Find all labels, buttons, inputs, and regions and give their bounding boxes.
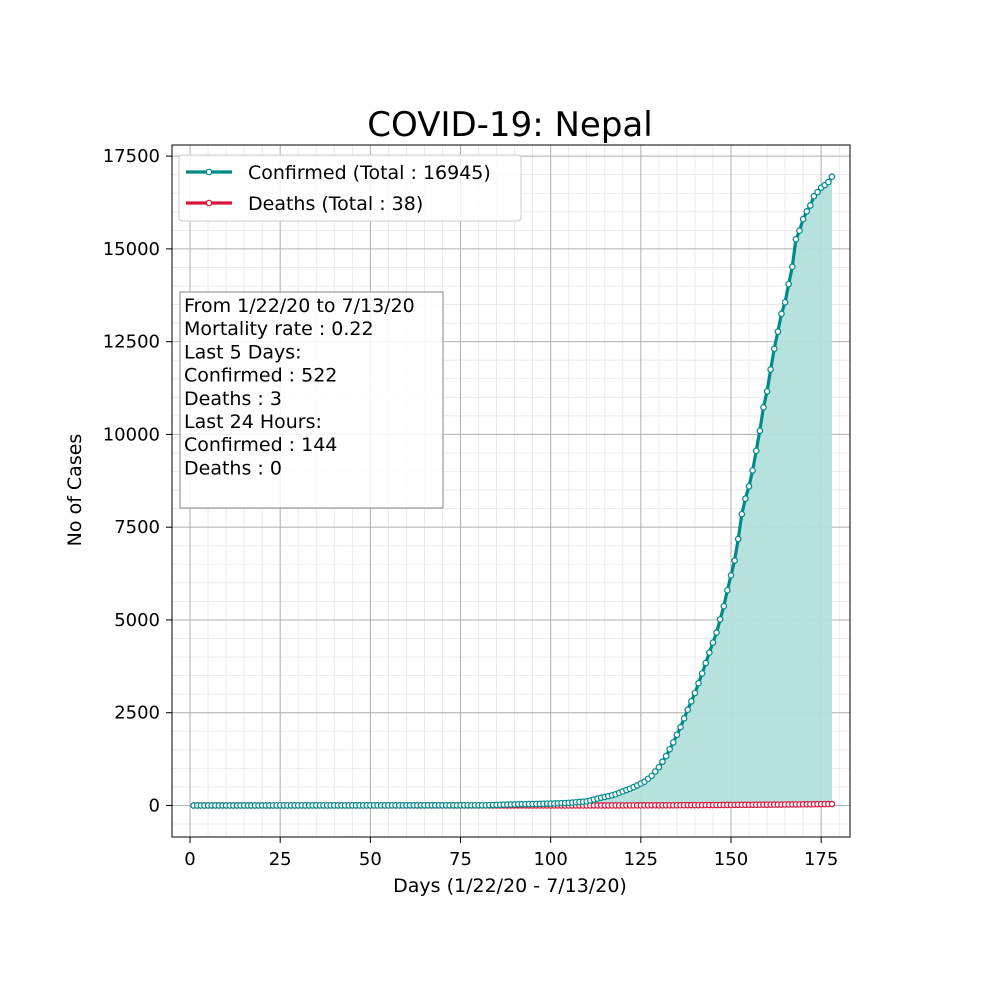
confirmed-data-point (669, 739, 677, 746)
y-tick-label: 2500 (114, 703, 160, 724)
confirmed-data-point (756, 427, 764, 435)
y-tick-label: 12500 (103, 332, 160, 353)
confirmed-data-point (792, 235, 800, 243)
confirmed-data-point (673, 731, 681, 739)
confirmed-data-point (828, 173, 836, 181)
confirmed-data-point (807, 202, 814, 209)
confirmed-data-point (695, 679, 702, 687)
y-tick-label: 7500 (114, 517, 160, 538)
x-axis-label: Days (1/22/20 - 7/13/20) (393, 875, 627, 897)
ticks: 0 25 50 75 100 125 150 175 0 2500 5000 7500 10000 125… (103, 146, 839, 870)
confirmed-data-point (825, 178, 832, 186)
confirmed-data-point (781, 299, 789, 306)
x-tick-label: 100 (533, 849, 567, 870)
confirmed-data-point (763, 388, 771, 395)
confirmed-data-point (734, 535, 742, 543)
confirmed-data-point (648, 772, 655, 780)
legend-box (178, 154, 522, 222)
confirmed-markers (190, 173, 836, 809)
confirmed-legend-marker (205, 168, 213, 176)
confirmed-data-point (778, 310, 785, 318)
info-line: Confirmed : 144 (184, 434, 337, 456)
info-line: Last 24 Hours: (184, 411, 322, 433)
chart-title: COVID-19: Nepal (367, 105, 652, 145)
confirmed-data-point (774, 328, 782, 335)
y-tick-label: 15000 (103, 239, 160, 260)
info-line: Confirmed : 522 (184, 365, 337, 387)
confirmed-data-point (810, 192, 818, 200)
confirmed-data-point (691, 689, 699, 697)
confirmed-data-point (713, 629, 720, 636)
y-tick-label: 10000 (103, 424, 160, 445)
confirmed-data-point (709, 639, 717, 646)
confirmed-data-point (677, 723, 684, 731)
info-line: Deaths : 0 (184, 457, 282, 479)
confirmed-data-point (745, 483, 753, 490)
confirmed-data-point (666, 745, 673, 753)
confirmed-data-point (662, 752, 670, 760)
confirmed-data-point (785, 280, 792, 288)
confirmed-data-point (788, 263, 796, 271)
info-line: Mortality rate : 0.22 (184, 318, 374, 340)
confirmed-data-point (796, 227, 803, 235)
plot-border (171, 144, 851, 838)
confirmed-data-point (814, 188, 821, 196)
confirmed-data-point (727, 572, 735, 579)
deaths-legend-marker (205, 199, 213, 207)
info-line: Deaths : 3 (184, 388, 282, 410)
x-tick-label: 25 (269, 849, 292, 870)
confirmed-data-point (659, 758, 666, 765)
x-tick-label: 75 (449, 849, 472, 870)
x-tick-label: 150 (714, 849, 748, 870)
confirmed-data-point (767, 366, 774, 373)
info-box (179, 291, 444, 509)
confirmed-data-point (706, 649, 713, 656)
confirmed-data-point (724, 586, 731, 594)
confirmed-data-point (680, 715, 688, 722)
legend: Confirmed (Total : 16945) Deaths (Total :… (178, 154, 522, 222)
confirmed-data-point (731, 557, 738, 564)
confirmed-data-point (760, 404, 767, 411)
deaths-data-point (828, 800, 836, 808)
x-tick-label: 125 (624, 849, 658, 870)
info-line: Last 5 Days: (184, 341, 302, 363)
confirmed-data-point (752, 447, 760, 455)
y-axis-label: No of Cases (64, 434, 86, 547)
confirmed-data-point (742, 495, 749, 502)
confirmed-area-fill (193, 176, 832, 806)
confirmed-data-point (803, 208, 811, 215)
confirmed-data-point (698, 670, 706, 677)
confirmed-data-point (688, 698, 695, 705)
confirmed-data-point (720, 602, 728, 610)
confirmed-data-point (738, 510, 746, 518)
confirmed-data-point (770, 345, 778, 353)
confirmed-data-point (799, 215, 807, 223)
x-tick-label: 50 (359, 849, 382, 870)
confirmed-data-point (716, 616, 724, 623)
confirmed-data-point (702, 659, 710, 667)
x-tick-label: 0 (184, 849, 195, 870)
confirmed-legend-label: Confirmed (Total : 16945) (248, 162, 491, 184)
confirmed-data-point (749, 467, 756, 474)
y-tick-label: 17500 (103, 146, 160, 167)
y-tick-label: 5000 (114, 610, 160, 631)
deaths-legend-label: Deaths (Total : 38) (248, 193, 423, 215)
plot-area: 0 25 50 75 100 125 150 175 0 2500 5000 7500 10000 125… (103, 144, 851, 870)
confirmed-data-point (651, 768, 659, 775)
info-line: From 1/22/20 to 7/13/20 (184, 295, 415, 317)
x-tick-label: 175 (804, 849, 838, 870)
confirmed-data-point (684, 706, 692, 714)
y-tick-label: 0 (149, 795, 160, 816)
confirmed-data-point (655, 763, 663, 771)
